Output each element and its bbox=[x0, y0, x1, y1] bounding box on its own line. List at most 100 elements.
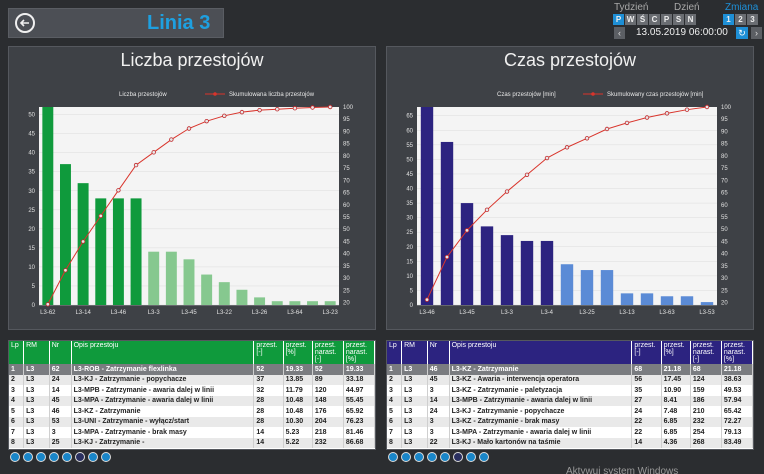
table-cell: 13.85 bbox=[283, 374, 313, 385]
bar bbox=[130, 198, 142, 305]
table-cell: 72.27 bbox=[721, 416, 753, 427]
column-header[interactable]: Lp bbox=[387, 341, 403, 364]
table-cell: L3-KJ - Zatrzymanie - popychacze bbox=[449, 406, 633, 417]
column-header[interactable]: Lp bbox=[9, 341, 25, 364]
table-row[interactable]: 6 L3 3 L3-KZ - Zatrzymanie - brak masy 22 6.8… bbox=[387, 416, 753, 427]
export-icon[interactable] bbox=[414, 452, 424, 462]
table-row[interactable]: 2 L3 45 L3-KZ - Awaria - interwencja operat… bbox=[387, 374, 753, 385]
x-tick-label: L3-13 bbox=[619, 310, 635, 316]
bar bbox=[148, 251, 160, 305]
next-date-button[interactable]: › bbox=[751, 27, 762, 39]
column-header[interactable]: Nr bbox=[427, 341, 450, 364]
table-row[interactable]: 1 L3 46 L3-KZ - Zatrzymanie 68 21.18 68 21.18 bbox=[387, 364, 753, 375]
column-header[interactable]: przest. [-] bbox=[631, 341, 662, 364]
column-header[interactable]: przest. narast. [-] bbox=[312, 341, 344, 364]
table-cell: L3 bbox=[23, 427, 50, 438]
table-cell: 210 bbox=[690, 406, 722, 417]
table-row[interactable]: 8 L3 22 L3-KJ - Mało kartonów na taśmie 14 4.… bbox=[387, 437, 753, 448]
export-icon[interactable] bbox=[36, 452, 46, 462]
bar bbox=[560, 264, 574, 305]
bar bbox=[42, 107, 54, 305]
x-tick-label: L3-3 bbox=[501, 310, 514, 316]
column-header[interactable]: przest. [%] bbox=[283, 341, 313, 364]
export-icon[interactable] bbox=[388, 452, 398, 462]
prev-date-button[interactable]: ‹ bbox=[614, 27, 625, 39]
table-row[interactable]: 5 L3 24 L3-KJ - Zatrzymanie - popychacze 24 7… bbox=[387, 406, 753, 417]
export-icon[interactable] bbox=[401, 452, 411, 462]
shift-button[interactable]: 2 bbox=[735, 14, 746, 25]
tab-shift[interactable]: Zmiana bbox=[725, 2, 759, 13]
table-cell: 148 bbox=[312, 395, 344, 406]
column-header[interactable]: przest. [-] bbox=[253, 341, 284, 364]
export-icon[interactable] bbox=[23, 452, 33, 462]
table-row[interactable]: 4 L3 45 L3-MPA - Zatrzymanie - awaria dalej… bbox=[9, 395, 375, 406]
column-header[interactable]: Opis przestoju bbox=[71, 341, 255, 364]
day-button[interactable]: P bbox=[613, 14, 624, 25]
table-row[interactable]: 6 L3 53 L3-UNI - Zatrzymanie - wyłącz/start… bbox=[9, 416, 375, 427]
table-cell: 46 bbox=[427, 364, 450, 375]
y2-tick-label: 85 bbox=[721, 142, 728, 148]
table-cell: L3 bbox=[401, 406, 428, 417]
table-cell: 45 bbox=[49, 395, 72, 406]
y2-tick-label: 75 bbox=[721, 166, 728, 172]
export-icon[interactable] bbox=[427, 452, 437, 462]
table-row[interactable]: 5 L3 46 L3-KZ - Zatrzymanie 28 10.48 176 65.92 bbox=[9, 406, 375, 417]
refresh-icon[interactable]: ↻ bbox=[736, 27, 748, 39]
export-icon[interactable] bbox=[466, 452, 476, 462]
y-tick-label: 20 bbox=[28, 227, 35, 233]
cumulative-point bbox=[80, 239, 86, 244]
table-row[interactable]: 3 L3 3 L3-KZ - Zatrzymanie - paletyzacja 35 1… bbox=[387, 385, 753, 396]
table-cell: L3 bbox=[23, 416, 50, 427]
export-icon[interactable] bbox=[88, 452, 98, 462]
export-icon[interactable] bbox=[62, 452, 72, 462]
column-header[interactable]: RM bbox=[401, 341, 428, 364]
y-tick-label: 60 bbox=[406, 128, 413, 134]
export-icon[interactable] bbox=[479, 452, 489, 462]
column-header[interactable]: przest. narast. [%] bbox=[343, 341, 375, 364]
table-cell: 204 bbox=[312, 416, 344, 427]
cumulative-point bbox=[584, 136, 590, 141]
table-row[interactable]: 2 L3 24 L3-KJ - Zatrzymanie - popychacze 37 1… bbox=[9, 374, 375, 385]
day-button[interactable]: Ś bbox=[637, 14, 648, 25]
table-row[interactable]: 7 L3 3 L3-MPA - Zatrzymanie - brak masy 14 5.… bbox=[9, 427, 375, 438]
export-icon[interactable] bbox=[10, 452, 20, 462]
table-row[interactable]: 8 L3 25 L3-KJ - Zatrzymanie -14 5.22 232 86.68 bbox=[9, 437, 375, 448]
day-button[interactable]: N bbox=[685, 14, 696, 25]
bar bbox=[183, 259, 195, 305]
cumulative-point bbox=[151, 150, 156, 155]
y2-tick-label: 45 bbox=[343, 239, 350, 245]
table-cell: 53 bbox=[49, 416, 72, 427]
column-header[interactable]: przest. [%] bbox=[661, 341, 691, 364]
table-cell: 35 bbox=[631, 385, 662, 396]
shift-button[interactable]: 3 bbox=[747, 14, 758, 25]
column-header[interactable]: RM bbox=[23, 341, 50, 364]
cumulative-point bbox=[292, 106, 298, 111]
column-header[interactable]: przest. narast. [-] bbox=[690, 341, 722, 364]
column-header[interactable]: przest. narast. [%] bbox=[721, 341, 753, 364]
back-button[interactable] bbox=[15, 13, 35, 33]
export-icon[interactable] bbox=[453, 452, 463, 462]
table-cell: L3-MPA - Zatrzymanie - awaria dalej w li… bbox=[71, 395, 255, 406]
cumulative-point bbox=[444, 254, 450, 260]
column-header[interactable]: Opis przestoju bbox=[449, 341, 633, 364]
table-row[interactable]: 1 L3 62 L3-ROB - Zatrzymanie flexlinka 52 19.… bbox=[9, 364, 375, 375]
table-cell: 4.36 bbox=[661, 437, 691, 448]
table-row[interactable]: 3 L3 14 L3-MPB - Zatrzymanie - awaria dalej… bbox=[9, 385, 375, 396]
day-button[interactable]: C bbox=[649, 14, 660, 25]
day-button[interactable]: P bbox=[661, 14, 672, 25]
export-icon[interactable] bbox=[101, 452, 111, 462]
tab-day[interactable]: Dzień bbox=[674, 2, 700, 13]
table-cell: L3-KJ - Mało kartonów na taśmie bbox=[449, 437, 633, 448]
export-icon[interactable] bbox=[75, 452, 85, 462]
day-button[interactable]: S bbox=[673, 14, 684, 25]
tab-week[interactable]: Tydzień bbox=[614, 2, 649, 13]
day-button[interactable]: W bbox=[625, 14, 636, 25]
column-header[interactable]: Nr bbox=[49, 341, 72, 364]
top-bar: Linia 3 Tydzień Dzień Zmiana P W Ś C P S… bbox=[0, 0, 764, 44]
left-chart-panel: Liczba przestojów Liczba przestojów Skumu… bbox=[8, 46, 376, 330]
export-icon[interactable] bbox=[440, 452, 450, 462]
shift-button[interactable]: 1 bbox=[723, 14, 734, 25]
table-row[interactable]: 7 L3 3 L3-MPA - Zatrzymanie - awaria dalej … bbox=[387, 427, 753, 438]
table-row[interactable]: 4 L3 14 L3-MPB - Zatrzymanie - awaria dalej… bbox=[387, 395, 753, 406]
export-icon[interactable] bbox=[49, 452, 59, 462]
